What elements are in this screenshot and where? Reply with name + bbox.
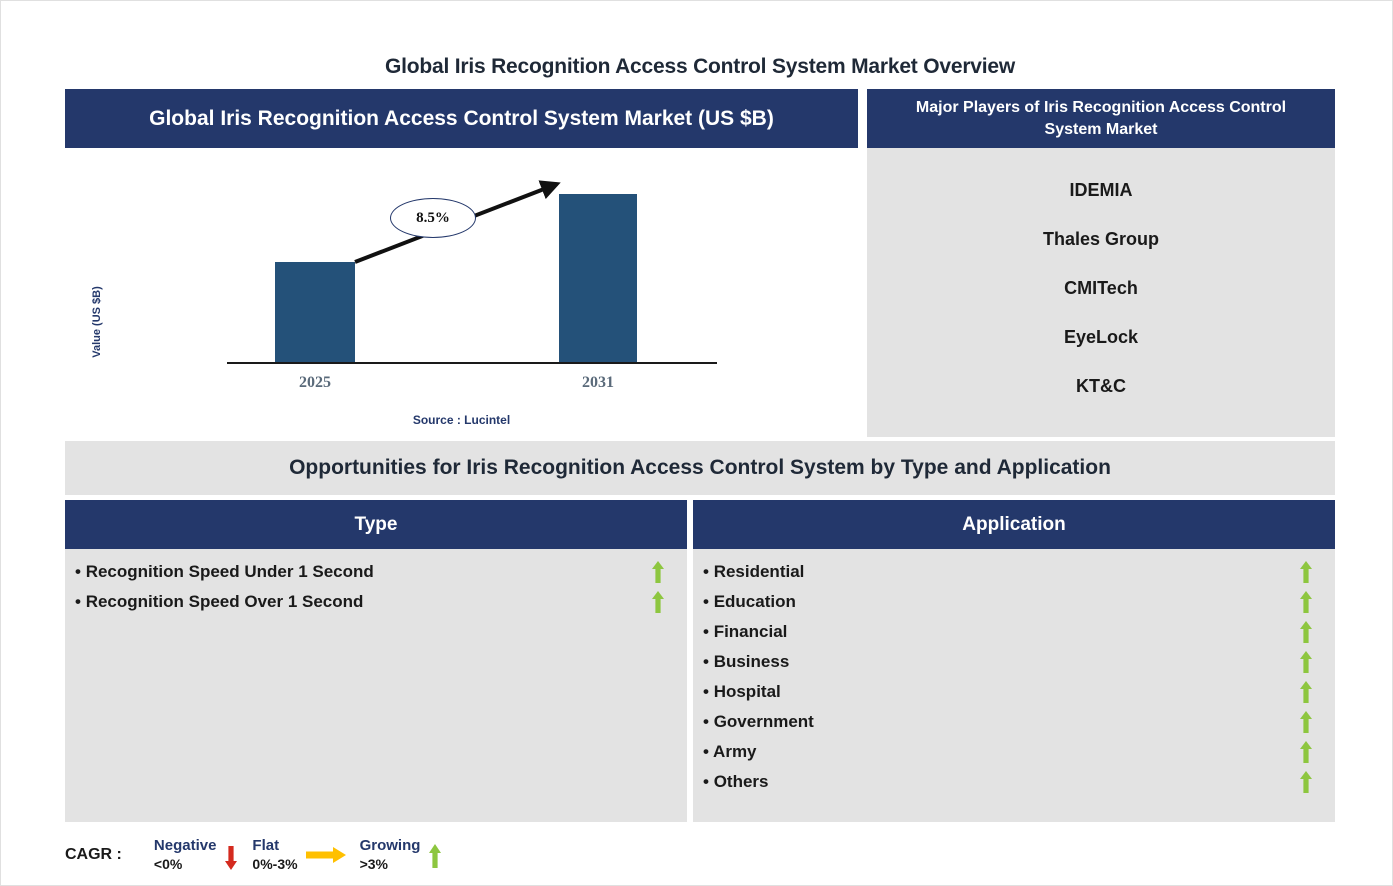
list-item: KT&C <box>1076 376 1126 396</box>
legend-label: Negative <box>153 836 217 854</box>
application-items: Residential Education Financial Business <box>693 549 1335 797</box>
legend-range: 0%-3% <box>252 855 298 872</box>
x-tick-2031: 2031 <box>582 374 614 391</box>
legend-entry-negative: Negative <0% <box>154 837 239 873</box>
chart-panel-header: Global Iris Recognition Access Control S… <box>65 89 858 148</box>
legend-entry-text: Growing >3% <box>360 837 421 873</box>
cagr-value-badge: 8.5% <box>390 198 476 238</box>
application-item-label: Government <box>703 712 814 732</box>
application-item-label: Others <box>703 772 769 792</box>
list-item: Others <box>693 767 1335 797</box>
arrow-up-icon <box>428 844 442 868</box>
application-item-label: Residential <box>703 562 805 582</box>
arrow-up-icon <box>1299 681 1313 703</box>
legend-entry-text: Negative <0% <box>154 837 217 873</box>
chart-body: Value (US $B) 8.5% 2025 2031 Sour <box>65 148 858 437</box>
list-item: EyeLock <box>1063 327 1139 347</box>
x-axis-line <box>227 362 717 364</box>
application-item-label: Education <box>703 592 796 612</box>
application-item-label: Hospital <box>703 682 781 702</box>
players-list: IDEMIA Thales Group CMITech EyeLock KT&C <box>867 148 1335 437</box>
application-item-label: Army <box>703 742 756 762</box>
type-item-label: Recognition Speed Under 1 Second <box>75 562 374 582</box>
legend-label: Flat <box>252 836 280 854</box>
list-item: Hospital <box>693 677 1335 707</box>
cagr-legend: CAGR : Negative <0% Flat 0%-3% Growing >… <box>65 831 456 879</box>
page-title: Global Iris Recognition Access Control S… <box>384 55 1016 78</box>
x-tick-2025: 2025 <box>299 374 331 391</box>
legend-range: >3% <box>359 855 388 872</box>
legend-range: <0% <box>153 855 183 872</box>
application-column: Application Residential Education Financ… <box>693 500 1335 822</box>
type-item-label: Recognition Speed Over 1 Second <box>75 592 364 612</box>
arrow-up-icon <box>1299 621 1313 643</box>
arrow-up-icon <box>1299 651 1313 673</box>
application-item-label: Business <box>703 652 790 672</box>
legend-label: Growing <box>359 836 421 854</box>
legend-entry-growing: Growing >3% <box>360 837 443 873</box>
bar-2025 <box>275 262 355 362</box>
list-item: Recognition Speed Under 1 Second <box>65 557 687 587</box>
legend-entry-text: Flat 0%-3% <box>252 837 297 873</box>
list-item: Financial <box>693 617 1335 647</box>
list-item: IDEMIA <box>1069 180 1133 200</box>
list-item: Business <box>693 647 1335 677</box>
cagr-legend-title: CAGR : <box>65 846 122 863</box>
type-items: Recognition Speed Under 1 Second Recogni… <box>65 549 687 617</box>
list-item: Residential <box>693 557 1335 587</box>
arrow-up-icon <box>651 561 665 583</box>
arrow-up-icon <box>1299 561 1313 583</box>
market-chart-panel: Global Iris Recognition Access Control S… <box>65 89 858 437</box>
list-item: Education <box>693 587 1335 617</box>
source-note: Source : Lucintel <box>412 413 511 427</box>
bar-plot-area: 8.5% 2025 2031 <box>227 164 717 428</box>
list-item: Thales Group <box>1042 229 1159 249</box>
major-players-panel: Major Players of Iris Recognition Access… <box>867 89 1335 437</box>
type-column: Type Recognition Speed Under 1 Second Re… <box>65 500 687 822</box>
arrow-up-icon <box>1299 771 1313 793</box>
arrow-up-icon <box>1299 711 1313 733</box>
arrow-down-icon <box>224 844 238 870</box>
list-item: CMITech <box>1064 278 1138 298</box>
y-axis-label: Value (US $B) <box>91 286 103 358</box>
arrow-up-icon <box>1299 741 1313 763</box>
opportunities-banner: Opportunities for Iris Recognition Acces… <box>65 441 1335 495</box>
application-column-header: Application <box>693 500 1335 549</box>
list-item: Army <box>693 737 1335 767</box>
type-column-header: Type <box>65 500 687 549</box>
players-panel-header: Major Players of Iris Recognition Access… <box>867 89 1335 148</box>
bar-2031 <box>559 194 637 362</box>
list-item: Recognition Speed Over 1 Second <box>65 587 687 617</box>
application-item-label: Financial <box>703 622 788 642</box>
list-item: Government <box>693 707 1335 737</box>
arrow-up-icon <box>1299 591 1313 613</box>
legend-entry-flat: Flat 0%-3% <box>252 837 346 873</box>
arrow-up-icon <box>651 591 665 613</box>
arrow-right-icon <box>305 845 346 865</box>
